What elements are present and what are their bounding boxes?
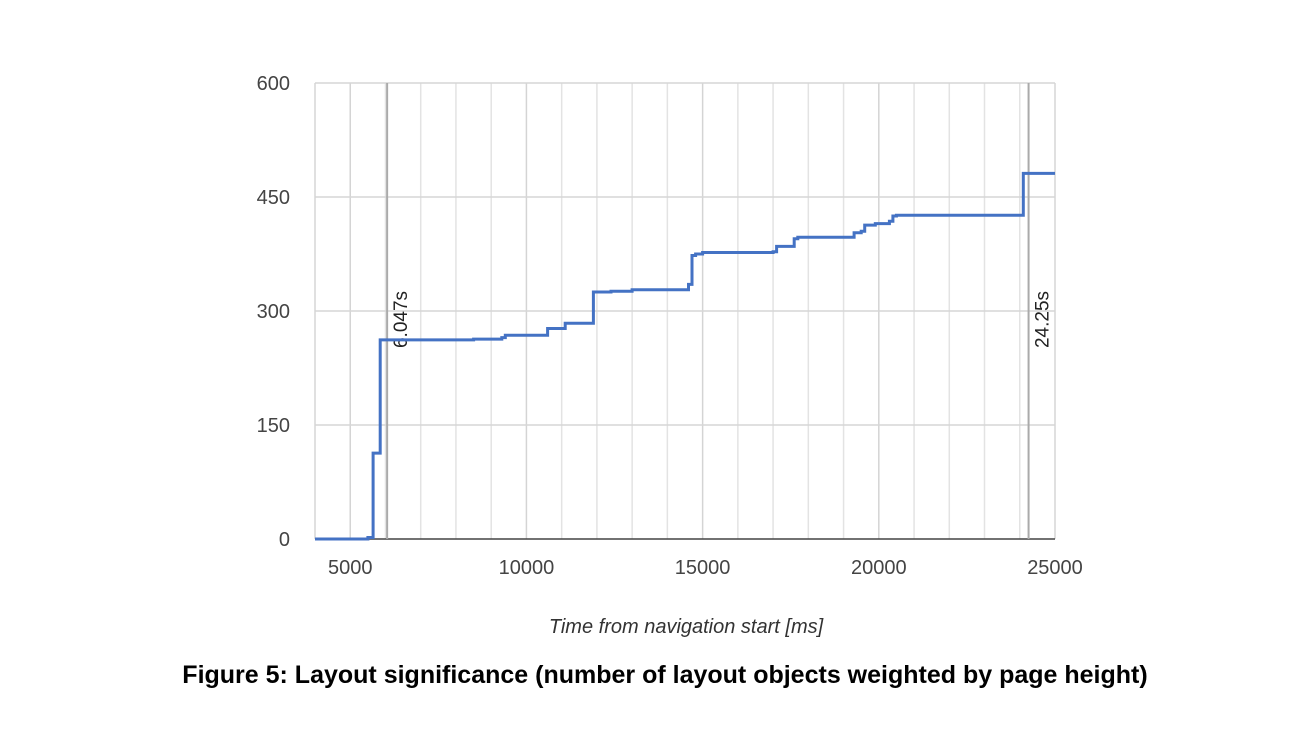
x-tick-label: 10000: [499, 557, 555, 579]
marker-label: 24.25s: [1033, 291, 1054, 348]
tick-labels: 0 150 300 450 600 5000 10000 15000 20000 25000: [257, 73, 1083, 579]
y-tick-label: 450: [257, 187, 290, 209]
y-tick-label: 600: [257, 73, 290, 95]
y-tick-label: 0: [279, 529, 290, 551]
figure-caption: Figure 5: Layout significance (number of…: [182, 661, 1148, 689]
x-axis-title: Time from navigation start [ms]: [548, 616, 824, 638]
marker-label: 6.047s: [391, 291, 412, 348]
x-tick-label: 15000: [675, 557, 731, 579]
series-line: [315, 171, 1055, 541]
x-tick-label: 5000: [328, 557, 373, 579]
y-tick-label: 300: [257, 301, 290, 323]
x-tick-label: 20000: [851, 557, 907, 579]
series: [315, 171, 1055, 541]
x-tick-label: 25000: [1027, 557, 1083, 579]
y-tick-label: 150: [257, 415, 290, 437]
grid: [314, 82, 1056, 539]
markers: 6.047s 24.25s: [386, 83, 1054, 539]
